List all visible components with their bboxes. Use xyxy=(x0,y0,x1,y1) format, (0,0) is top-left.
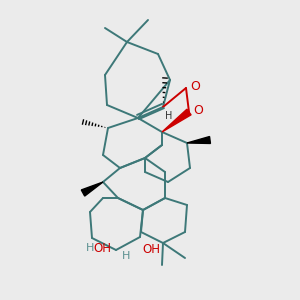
Text: OH: OH xyxy=(93,242,111,256)
Text: O: O xyxy=(190,80,200,94)
Polygon shape xyxy=(162,109,191,132)
Text: H: H xyxy=(122,251,130,261)
Text: H: H xyxy=(165,111,172,121)
Polygon shape xyxy=(81,182,103,196)
Polygon shape xyxy=(187,136,211,143)
Text: H: H xyxy=(85,243,94,253)
Text: OH: OH xyxy=(142,243,160,256)
Text: O: O xyxy=(193,104,203,118)
